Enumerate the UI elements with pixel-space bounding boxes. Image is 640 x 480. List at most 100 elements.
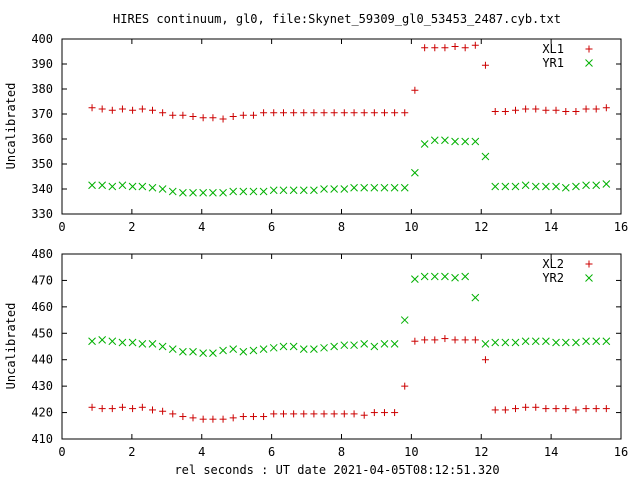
- data-point-yr1: [209, 188, 217, 197]
- data-point-xl1: [582, 105, 590, 113]
- data-point-xl1: [511, 106, 519, 114]
- data-point-yr1: [88, 181, 96, 190]
- data-point-xl2: [88, 403, 96, 411]
- legend-symbol: [585, 274, 593, 282]
- chart-title: HIRES continuum, gl0, file:Skynet_59309_…: [113, 12, 561, 26]
- series-marks-top: [88, 41, 611, 197]
- y-tick-label: 370: [31, 107, 53, 121]
- data-point-yr2: [259, 345, 268, 353]
- data-point-xl2: [148, 406, 156, 414]
- data-point-xl1: [391, 109, 399, 117]
- data-point-xl2: [209, 415, 217, 423]
- data-point-xl1: [169, 111, 177, 119]
- legend-symbol: [585, 260, 593, 268]
- legend-label-xl1: XL1: [542, 42, 564, 56]
- data-point-xl2: [421, 336, 429, 344]
- data-point-yr1: [582, 181, 590, 190]
- data-point-xl2: [441, 335, 449, 343]
- data-point-yr1: [148, 183, 157, 192]
- data-point-xl1: [118, 105, 126, 113]
- data-point-xl1: [280, 109, 288, 117]
- data-point-yr1: [592, 181, 601, 190]
- data-point-xl2: [340, 410, 348, 418]
- x-tick-label: 16: [614, 220, 628, 234]
- data-point-yr1: [511, 182, 520, 191]
- data-point-yr2: [189, 347, 197, 356]
- data-point-xl1: [148, 106, 156, 114]
- data-point-xl1: [451, 43, 459, 50]
- data-point-xl2: [310, 410, 318, 418]
- data-point-yr1: [602, 180, 611, 188]
- data-point-yr2: [380, 340, 389, 348]
- data-point-yr1: [521, 181, 530, 190]
- data-point-yr1: [481, 152, 490, 161]
- data-point-yr1: [350, 183, 358, 192]
- data-point-yr1: [471, 137, 480, 146]
- data-point-xl2: [481, 356, 489, 364]
- legend-top: XL1 YR1: [542, 42, 593, 70]
- data-point-xl2: [270, 410, 278, 418]
- data-point-xl2: [320, 410, 328, 418]
- data-point-xl2: [350, 410, 358, 418]
- x-tick-label: 4: [198, 220, 205, 234]
- data-point-yr2: [269, 343, 278, 352]
- data-point-yr2: [461, 272, 470, 281]
- data-point-yr2: [168, 345, 177, 353]
- y-tick-label: 400: [31, 32, 53, 46]
- data-point-xl1: [401, 109, 409, 117]
- data-point-xl2: [552, 405, 560, 413]
- data-point-yr2: [239, 347, 248, 356]
- x-ticks-bottom: 0 2 4 6 8 10 12 14 16: [58, 254, 628, 459]
- data-point-yr2: [451, 273, 459, 282]
- data-point-yr2: [138, 340, 147, 348]
- data-point-yr2: [552, 338, 560, 347]
- data-point-yr2: [229, 345, 238, 353]
- data-point-yr2: [158, 342, 167, 351]
- data-point-yr1: [420, 140, 429, 148]
- data-point-xl2: [451, 336, 459, 344]
- x-axis-label: rel seconds : UT date 2021-04-05T08:12:5…: [174, 463, 499, 477]
- data-point-yr1: [451, 137, 459, 146]
- data-point-xl1: [138, 105, 146, 113]
- data-point-xl2: [229, 414, 237, 422]
- y-tick-label: 380: [31, 82, 53, 96]
- data-point-yr2: [219, 346, 227, 355]
- y-tick-label: 480: [31, 247, 53, 261]
- data-point-xl2: [501, 406, 509, 414]
- data-point-xl2: [129, 405, 137, 413]
- x-tick-label: 0: [58, 220, 65, 234]
- data-point-xl1: [88, 104, 96, 112]
- legend-label-yr2: YR2: [542, 271, 564, 285]
- data-point-yr2: [360, 340, 369, 348]
- series-xl2: [88, 335, 610, 423]
- y-tick-label: 470: [31, 273, 53, 287]
- data-point-yr1: [340, 185, 349, 193]
- data-point-xl2: [260, 413, 268, 421]
- data-point-yr1: [411, 168, 419, 177]
- x-tick-label: 10: [404, 220, 418, 234]
- data-point-xl1: [340, 109, 348, 117]
- y-ticks-bottom: 410 420 430 440 450 460 470 480: [31, 247, 621, 446]
- data-point-xl2: [461, 336, 469, 344]
- data-point-yr1: [360, 183, 369, 192]
- legend-label-yr1: YR1: [542, 56, 564, 70]
- y-axis-label-top: Uncalibrated: [4, 83, 18, 170]
- data-point-xl2: [602, 405, 610, 413]
- series-xl1: [88, 41, 610, 123]
- data-point-yr1: [390, 183, 399, 192]
- data-point-yr2: [128, 338, 137, 347]
- data-point-yr2: [148, 340, 157, 348]
- data-point-xl1: [209, 114, 217, 122]
- data-point-yr1: [179, 188, 187, 197]
- data-point-yr2: [400, 316, 409, 324]
- data-point-yr1: [249, 187, 258, 196]
- x-tick-label: 2: [128, 220, 135, 234]
- data-point-xl2: [159, 407, 167, 415]
- data-point-xl1: [411, 86, 419, 94]
- data-point-yr1: [108, 182, 117, 191]
- data-point-xl2: [138, 403, 146, 411]
- legend-label-xl2: XL2: [542, 257, 564, 271]
- data-point-yr1: [380, 183, 389, 192]
- data-point-yr1: [299, 186, 308, 195]
- data-point-yr2: [289, 342, 298, 351]
